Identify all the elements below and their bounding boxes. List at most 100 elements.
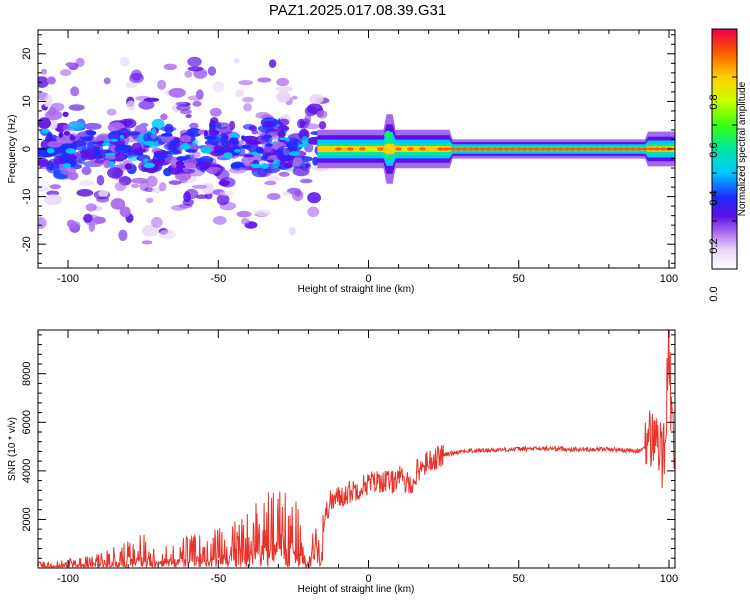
spectrogram-blob [187, 95, 204, 101]
spectrogram-blob [237, 140, 245, 146]
y-tick-label: 10 [21, 95, 33, 107]
spectrogram-blob [243, 154, 254, 158]
spectrogram-blob [40, 128, 50, 134]
spectrogram-blob [176, 156, 188, 162]
spectrogram-blob [38, 185, 49, 193]
spectrogram-core [515, 147, 523, 151]
spectrogram-blob [126, 100, 136, 111]
spectrogram-blob [143, 162, 155, 169]
spectrogram-blob [267, 193, 281, 200]
spectrogram-blob [167, 150, 182, 155]
spectrogram-blob [83, 213, 93, 223]
spectrogram-blob [204, 130, 208, 137]
spectrogram-blob [68, 104, 85, 111]
spectrogram-core [611, 147, 619, 151]
spectrogram-blob [66, 219, 76, 228]
spectrogram-blob [143, 132, 158, 144]
spectrogram-blob [304, 123, 320, 130]
spectrogram-core [461, 147, 469, 151]
spectrogram-blob [131, 183, 140, 189]
spectrogram-blob [179, 144, 191, 150]
spectrogram-blob [169, 140, 180, 146]
colorbar: 0.0 0.2 0.4 0.6 0.8 Normalized spectral ampl… [708, 28, 748, 302]
spectrogram-core [413, 147, 421, 151]
spectrogram-blob [164, 123, 174, 134]
spectrogram-core [605, 147, 613, 151]
spectrogram-blob [119, 56, 130, 67]
spectrogram-blob [168, 180, 182, 186]
spectrogram-blob [49, 119, 58, 130]
spectrogram-blob [265, 143, 273, 147]
spectrogram-blob [185, 149, 197, 153]
spectrogram-blob [230, 162, 238, 169]
spectrogram-core [455, 147, 463, 151]
snr-x-ticks: -100 -50 0 50 100 [37, 330, 678, 585]
spectrogram-core [653, 147, 661, 151]
spectrogram-blob [106, 108, 117, 116]
spectrogram-blob [204, 136, 217, 140]
spectrogram-blob [278, 118, 290, 126]
spectrogram-blob [38, 76, 49, 88]
spectrogram-blob [46, 76, 56, 85]
spectrogram-x-ticks: -100 -50 0 50 100 [37, 30, 678, 285]
spectrogram-core [497, 147, 505, 151]
spectrogram-blob [163, 63, 177, 70]
y-tick-label: -10 [21, 189, 33, 205]
spectrogram-blob [220, 135, 229, 147]
spectrogram-blob [81, 166, 92, 176]
spectrogram-blob [216, 150, 227, 154]
spectrogram-blob [161, 133, 173, 137]
spectrogram-blob [103, 159, 111, 169]
spectrogram-blob [292, 166, 310, 177]
spectrogram-blob [70, 151, 80, 159]
spectrogram-blob [153, 150, 171, 155]
spectrogram-blob [241, 156, 253, 167]
spectrogram-blob [312, 156, 319, 166]
spectrogram-blob [316, 110, 328, 119]
spectrogram-blob [84, 122, 102, 130]
spectrogram-blob [264, 152, 271, 156]
spectrogram-blob [231, 132, 239, 138]
spectrogram-blob [189, 122, 199, 129]
spectrogram-core [599, 147, 607, 151]
spectrogram-blob [386, 132, 391, 137]
spectrogram-blob [256, 165, 272, 178]
spectrogram-core [491, 147, 499, 151]
spectrogram-blob [287, 147, 293, 151]
spectrogram-blob [254, 209, 271, 217]
spectrogram-blob [192, 139, 199, 146]
spectrogram-blob [85, 203, 97, 212]
spectrogram-core [377, 147, 384, 151]
spectrogram-y-ticks: 20 10 0 -10 -20 [21, 34, 675, 264]
spectrogram-blob [38, 157, 49, 168]
snr-y-ticks: 2000 4000 6000 8000 [21, 334, 675, 559]
spectrogram-blob [138, 100, 155, 110]
spectrogram-blob [38, 217, 47, 229]
colorbar-tick-label: 0.2 [708, 238, 720, 253]
spectrogram-blob [242, 96, 254, 103]
spectrogram-blob [81, 136, 93, 141]
spectrogram-core [563, 147, 571, 151]
spectrogram-blob [93, 146, 100, 151]
spectrogram-core [401, 147, 409, 151]
spectrogram-core [641, 147, 649, 151]
spectrogram-blob [101, 142, 111, 146]
spectrogram-blob [185, 114, 192, 119]
spectrogram-blob [79, 180, 95, 187]
spectrogram-blob [307, 206, 320, 218]
spectrogram-blob [96, 175, 105, 186]
spectrogram-blob [192, 100, 202, 107]
spectrogram-blob [121, 127, 132, 134]
spectrogram-blob [62, 111, 69, 118]
spectrogram-blob [146, 175, 158, 188]
spectrogram-core [347, 147, 354, 151]
spectrogram-blob [60, 166, 76, 176]
colorbar-tick-label: 0.6 [708, 142, 720, 157]
spectrogram-plot-area [38, 56, 675, 245]
x-tick-label: -50 [210, 273, 226, 285]
spectrogram-blob [109, 161, 115, 168]
x-tick-label: 0 [365, 573, 371, 585]
spectrogram-core [371, 147, 378, 151]
spectrogram-blob [291, 95, 298, 100]
spectrogram-blob [278, 171, 290, 177]
